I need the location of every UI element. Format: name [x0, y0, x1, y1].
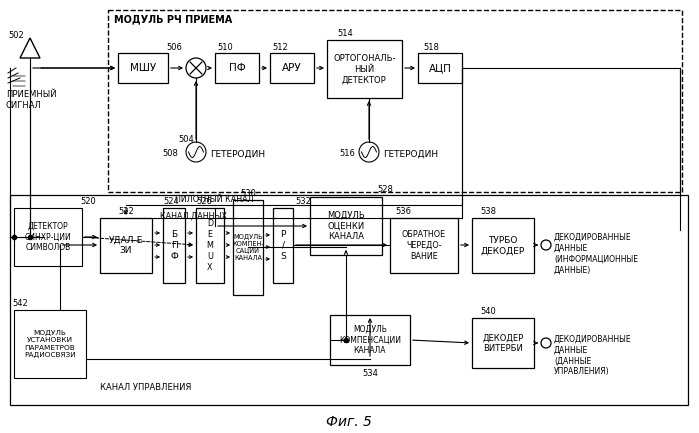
Text: 538: 538 — [480, 207, 496, 216]
Text: МОДУЛЬ
КОМПЕНСАЦИИ
КАНАЛА: МОДУЛЬ КОМПЕНСАЦИИ КАНАЛА — [339, 325, 401, 355]
Text: ДЕКОДИРОВАННЫЕ
ДАННЫЕ
(ДАННЫЕ
УПРАВЛЕНИЯ): ДЕКОДИРОВАННЫЕ ДАННЫЕ (ДАННЫЕ УПРАВЛЕНИЯ… — [554, 335, 632, 376]
Text: МОДУЛЬ
ОЦЕНКИ
КАНАЛА: МОДУЛЬ ОЦЕНКИ КАНАЛА — [327, 211, 365, 241]
Text: 524: 524 — [163, 197, 179, 206]
Bar — [14, 208, 82, 266]
Bar — [418, 53, 462, 83]
Text: Фиг. 5: Фиг. 5 — [326, 415, 372, 429]
Text: 534: 534 — [362, 368, 378, 378]
Text: 540: 540 — [480, 307, 496, 316]
Text: МШУ: МШУ — [130, 63, 156, 73]
Text: 530: 530 — [240, 188, 256, 197]
Bar — [215, 53, 259, 83]
Text: КАНАЛ ДАННЫХ: КАНАЛ ДАННЫХ — [160, 211, 227, 220]
Text: ДЕТЕКТОР
СИНХР-ЦИИ
СИМВОЛОВ: ДЕТЕКТОР СИНХР-ЦИИ СИМВОЛОВ — [24, 222, 71, 252]
Text: D
E
M
U
X: D E M U X — [207, 220, 213, 271]
Bar — [108, 10, 682, 192]
Bar — [118, 53, 168, 83]
Text: 516: 516 — [339, 149, 355, 158]
Text: 506: 506 — [166, 42, 182, 52]
Bar — [100, 218, 152, 273]
Text: ПИЛОТНЫЙ КАНАЛ: ПИЛОТНЫЙ КАНАЛ — [175, 196, 254, 204]
Text: 504: 504 — [178, 135, 194, 143]
Text: 526: 526 — [196, 197, 212, 206]
Text: ОБРАТНОЕ
ЧЕРЕДО-
ВАНИЕ: ОБРАТНОЕ ЧЕРЕДО- ВАНИЕ — [402, 230, 446, 261]
Bar — [14, 310, 86, 378]
Text: Б
П
Ф: Б П Ф — [170, 230, 178, 261]
Text: ОРТОГОНАЛЬ-
НЫЙ
ДЕТЕКТОР: ОРТОГОНАЛЬ- НЫЙ ДЕТЕКТОР — [333, 54, 396, 84]
Text: АЦП: АЦП — [428, 63, 452, 73]
Text: 536: 536 — [395, 207, 411, 216]
Text: ГЕТЕРОДИН: ГЕТЕРОДИН — [210, 149, 265, 158]
Bar — [270, 53, 314, 83]
Bar — [472, 218, 534, 273]
Text: АРУ: АРУ — [282, 63, 302, 73]
Text: 508: 508 — [162, 149, 178, 158]
Bar — [390, 218, 458, 273]
Text: 520: 520 — [80, 197, 96, 206]
Bar — [472, 318, 534, 368]
Text: P
/
S: P / S — [280, 230, 286, 261]
Text: 512: 512 — [272, 42, 288, 52]
Text: ГЕТЕРОДИН: ГЕТЕРОДИН — [383, 149, 438, 158]
Text: 514: 514 — [337, 29, 353, 39]
Bar — [310, 197, 382, 255]
Text: ДЕКОДИРОВАННЫЕ
ДАННЫЕ
(ИНФОРМАЦИОННЫЕ
ДАННЫЕ): ДЕКОДИРОВАННЫЕ ДАННЫЕ (ИНФОРМАЦИОННЫЕ ДА… — [554, 233, 638, 274]
Text: МОДУЛЬ
УСТАНОВКИ
ПАРАМЕТРОВ
РАДИОСВЯЗИ: МОДУЛЬ УСТАНОВКИ ПАРАМЕТРОВ РАДИОСВЯЗИ — [24, 330, 75, 358]
Bar — [327, 40, 402, 98]
Text: МОДУЛЬ
КОМПЕН-
САЦИИ
КАНАЛА: МОДУЛЬ КОМПЕН- САЦИИ КАНАЛА — [232, 233, 264, 262]
Text: 510: 510 — [217, 42, 233, 52]
Text: 522: 522 — [118, 207, 134, 216]
Bar — [233, 200, 263, 295]
Text: ДЕКОДЕР
ВИТЕРБИ: ДЕКОДЕР ВИТЕРБИ — [482, 333, 524, 353]
Bar — [163, 208, 185, 283]
Text: 502: 502 — [8, 30, 24, 39]
Bar — [330, 315, 410, 365]
Bar — [10, 195, 688, 405]
Bar — [273, 208, 293, 283]
Text: 518: 518 — [423, 42, 439, 52]
Text: 532: 532 — [295, 197, 311, 206]
Bar — [196, 208, 224, 283]
Text: КАНАЛ УПРАВЛЕНИЯ: КАНАЛ УПРАВЛЕНИЯ — [100, 384, 192, 392]
Text: 528: 528 — [377, 185, 393, 194]
Text: 542: 542 — [12, 298, 28, 307]
Text: УДАЛ-Е
ЗИ: УДАЛ-Е ЗИ — [109, 236, 143, 255]
Text: МОДУЛЬ РЧ ПРИЕМА: МОДУЛЬ РЧ ПРИЕМА — [114, 14, 232, 24]
Text: ПРИЕМНЫЙ
СИГНАЛ: ПРИЕМНЫЙ СИГНАЛ — [6, 90, 57, 110]
Text: ПФ: ПФ — [229, 63, 245, 73]
Text: ТУРБО
ДЕКОДЕР: ТУРБО ДЕКОДЕР — [481, 236, 525, 255]
